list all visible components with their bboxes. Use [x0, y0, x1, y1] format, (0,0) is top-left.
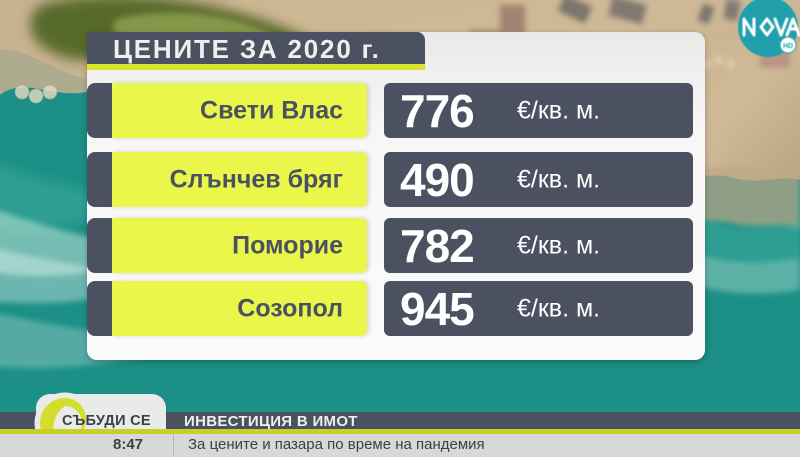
svg-text:HD: HD — [783, 43, 793, 50]
